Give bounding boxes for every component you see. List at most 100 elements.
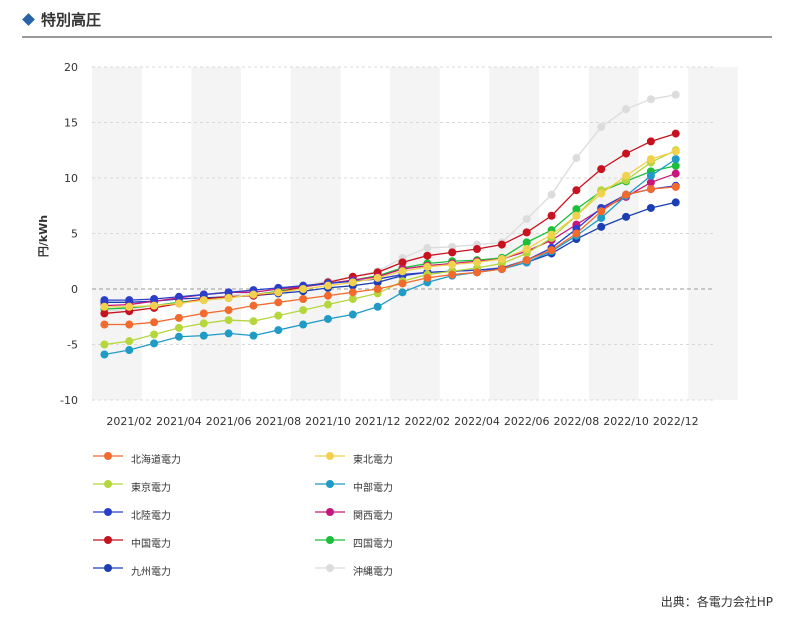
data-point [423, 273, 432, 282]
data-point [125, 302, 134, 311]
data-point [274, 326, 283, 335]
legend-item[interactable]: 東京電力 [93, 477, 273, 494]
data-point [348, 310, 357, 319]
data-point [497, 255, 506, 264]
data-point [299, 306, 308, 315]
data-point [448, 248, 457, 257]
data-point [547, 211, 556, 220]
y-tick-label: -10 [60, 394, 78, 407]
data-point [398, 279, 407, 288]
data-point [323, 314, 332, 323]
data-point [572, 229, 581, 238]
data-point [199, 319, 208, 328]
section-header: 特別高圧 [22, 8, 772, 38]
data-point [671, 90, 680, 99]
data-point [622, 212, 631, 221]
data-point [100, 302, 109, 311]
legend-swatch [315, 564, 345, 572]
data-point [174, 299, 183, 308]
y-tick-label: 15 [64, 117, 78, 130]
data-point [671, 155, 680, 164]
data-point [448, 270, 457, 279]
data-point [150, 339, 159, 348]
series-line [104, 201, 676, 303]
data-point [646, 185, 655, 194]
data-point [671, 169, 680, 178]
legend-label: 関西電力 [353, 511, 393, 522]
series-1 [100, 147, 680, 311]
data-point [323, 281, 332, 290]
data-point [100, 350, 109, 359]
series-line [104, 132, 676, 315]
data-point [199, 290, 208, 299]
legend-label: 四国電力 [353, 539, 393, 550]
data-point [299, 294, 308, 303]
data-point [398, 288, 407, 297]
series-line [104, 185, 676, 301]
data-point [373, 273, 382, 282]
data-point [348, 278, 357, 287]
data-point [174, 292, 183, 301]
data-point [497, 265, 506, 274]
legend-item[interactable]: 中部電力 [315, 477, 495, 494]
x-tick-label: 2021/06 [206, 415, 252, 428]
legend-item[interactable]: 北陸電力 [93, 505, 273, 522]
data-point [473, 258, 482, 267]
y-tick-label: -5 [67, 339, 78, 352]
data-point [174, 323, 183, 332]
series-line [104, 158, 677, 356]
data-point [274, 288, 283, 297]
data-point [423, 262, 432, 271]
data-point [646, 203, 655, 212]
legend-item[interactable]: 四国電力 [315, 533, 495, 550]
legend-item[interactable]: 中国電力 [93, 533, 273, 550]
data-point [199, 331, 208, 340]
data-point [199, 309, 208, 318]
data-point [646, 137, 655, 146]
data-point [150, 301, 159, 310]
data-point [100, 309, 109, 318]
data-point [448, 260, 457, 269]
source-note: 出典：各電力会社HP [660, 595, 773, 609]
legend-item[interactable]: 関西電力 [315, 505, 495, 522]
y-tick-label: 5 [71, 228, 78, 241]
data-point [646, 95, 655, 104]
x-tick-label: 2022/10 [603, 415, 649, 428]
data-point [224, 316, 233, 325]
legend-label: 東京電力 [131, 483, 171, 494]
legend-item[interactable]: 東北電力 [315, 449, 495, 466]
data-point [671, 198, 680, 207]
y-axis-label: 円/kWh [37, 215, 50, 257]
data-point [547, 190, 556, 199]
data-point [249, 331, 258, 340]
data-point [572, 154, 581, 163]
data-point [473, 245, 482, 254]
data-point [597, 222, 606, 231]
data-point [150, 294, 159, 303]
data-point [125, 337, 134, 346]
legend-label: 北陸電力 [131, 511, 171, 522]
data-point [646, 171, 655, 180]
legend-swatch [93, 480, 123, 488]
x-tick-label: 2021/02 [106, 415, 152, 428]
data-point [398, 267, 407, 276]
data-point [671, 161, 680, 170]
data-point [100, 340, 109, 349]
legend-item[interactable]: 北海道電力 [93, 449, 273, 466]
data-point [448, 242, 457, 251]
data-point [597, 165, 606, 174]
data-point [398, 258, 407, 267]
y-tick-label: 10 [64, 172, 78, 185]
legend-item[interactable]: 沖縄電力 [315, 561, 495, 578]
data-point [572, 205, 581, 214]
data-point [597, 122, 606, 131]
data-point [622, 105, 631, 114]
data-point [125, 320, 134, 329]
legend-item[interactable]: 九州電力 [93, 561, 273, 578]
data-point [100, 320, 109, 329]
series-line [104, 186, 676, 326]
data-point [100, 296, 109, 305]
data-point [572, 186, 581, 195]
data-point [224, 293, 233, 302]
data-point [572, 211, 581, 220]
